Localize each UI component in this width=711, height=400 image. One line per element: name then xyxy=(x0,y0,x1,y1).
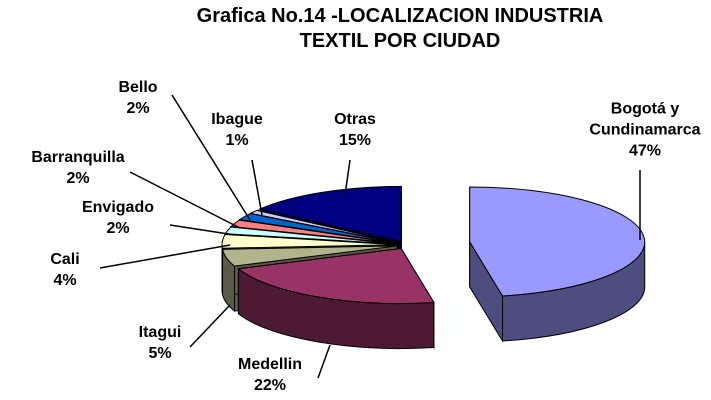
label-name: Otras xyxy=(334,111,376,128)
label-name: Cali xyxy=(50,251,80,268)
label-value: 2% xyxy=(66,170,90,187)
leader-line xyxy=(171,94,251,221)
label-name: Itagui xyxy=(138,324,182,341)
data-label: Otras 15% xyxy=(325,109,385,151)
label-name: Ibague xyxy=(211,111,263,128)
slice xyxy=(237,247,435,305)
label-name: Envigado xyxy=(81,199,154,216)
slice xyxy=(469,186,646,297)
label-name: Barranquilla xyxy=(31,149,125,166)
label-value: 47% xyxy=(628,142,662,160)
leader-line xyxy=(99,244,231,269)
data-label: Itagui 5% xyxy=(115,322,205,364)
chart-title: Grafica No.14 -LOCALIZACION INDUSTRIA TE… xyxy=(196,5,604,52)
label-value: 4% xyxy=(53,272,77,289)
leader-line xyxy=(169,224,236,236)
label-value: 15% xyxy=(338,132,372,149)
slice xyxy=(258,185,402,243)
data-label: Barranquilla 2% xyxy=(3,147,153,189)
label-value: 5% xyxy=(148,345,172,362)
label-value: 1% xyxy=(225,132,249,149)
slice xyxy=(221,245,398,267)
data-label: Ibague 1% xyxy=(197,109,277,151)
slice xyxy=(238,213,399,244)
leader-line xyxy=(129,171,241,229)
label-value: 2% xyxy=(106,220,130,237)
leader-line xyxy=(344,159,351,196)
data-label: Envigado 2% xyxy=(63,197,173,239)
data-label: Bogotá y Cundinamarca 47% xyxy=(570,99,711,162)
leader-line xyxy=(189,304,231,348)
data-label: Cali 4% xyxy=(35,249,95,291)
data-label: Medellin 22% xyxy=(215,354,325,396)
label-name: Medellin xyxy=(237,356,302,373)
leader-line xyxy=(317,344,331,379)
slice xyxy=(230,219,398,245)
label-name: Bogotá y Cundinamarca xyxy=(589,100,701,139)
label-value: 22% xyxy=(253,377,287,394)
data-label: Bello 2% xyxy=(108,77,168,119)
label-value: 2% xyxy=(126,100,150,117)
label-name: Bello xyxy=(118,79,158,96)
slice xyxy=(221,233,398,249)
leader-line xyxy=(251,159,263,216)
